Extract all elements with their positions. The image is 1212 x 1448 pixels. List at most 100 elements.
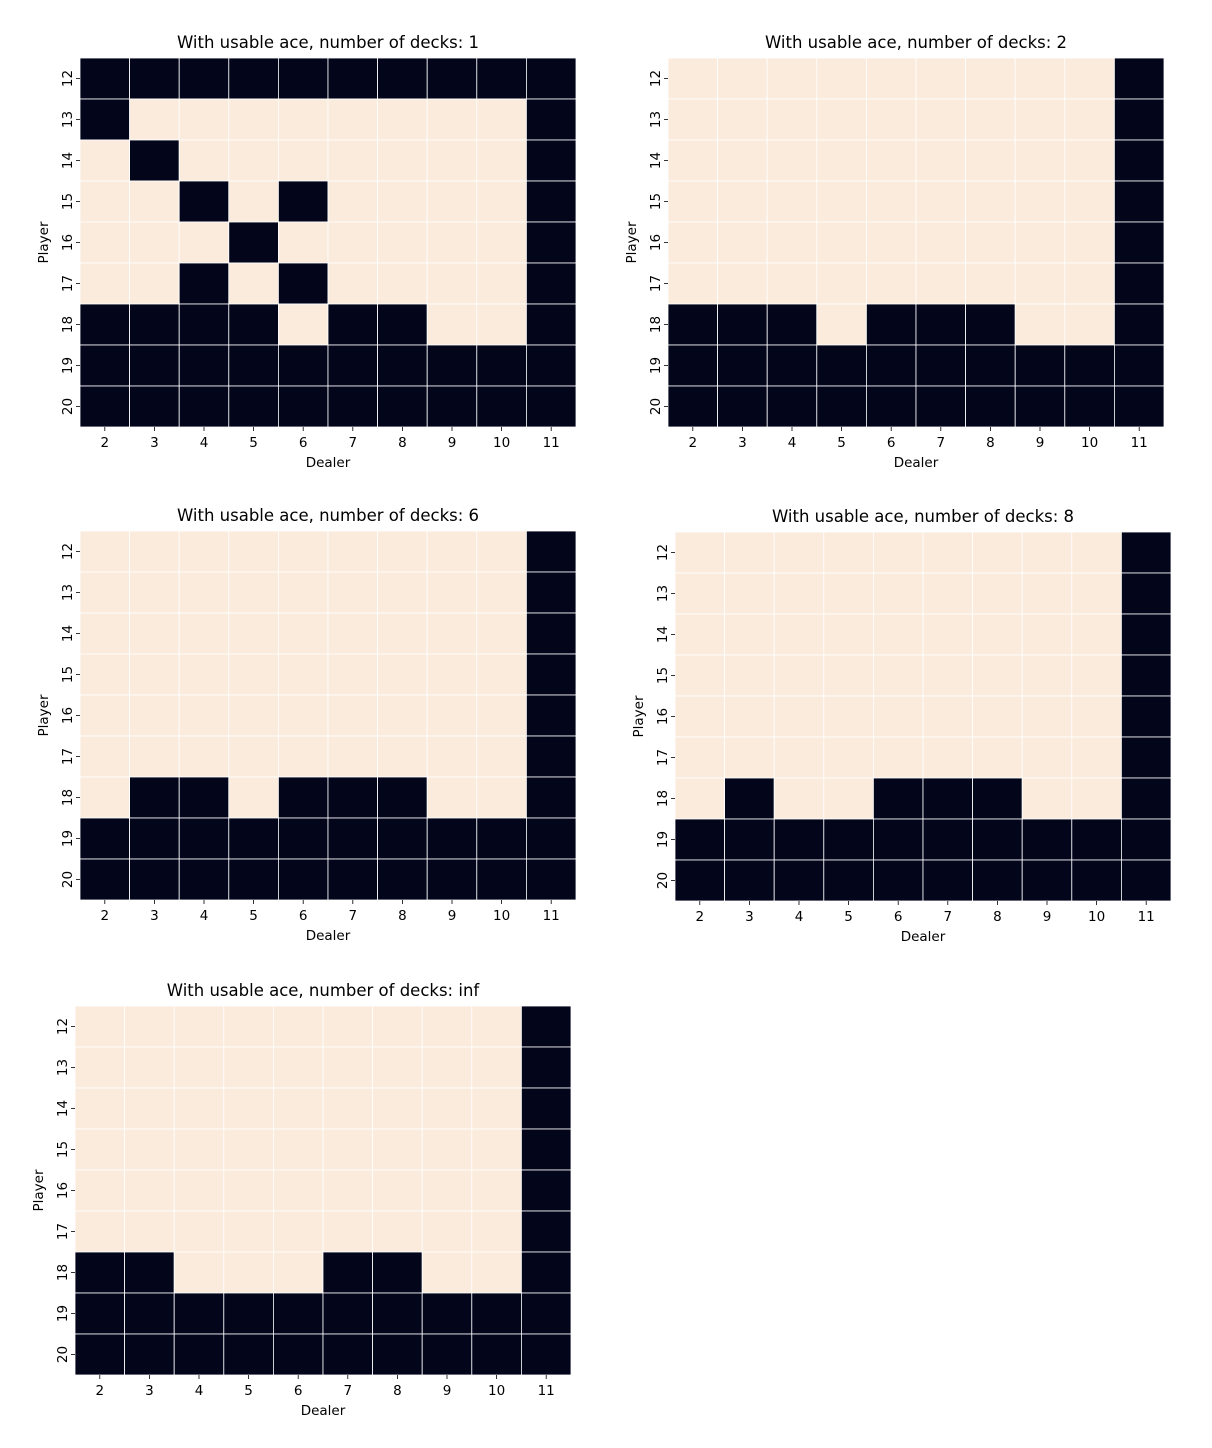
x-tick-label: 10 [493, 908, 510, 924]
heatmap-cell [327, 735, 378, 778]
heatmap-cell [471, 1292, 522, 1335]
x-axis-label: Dealer [306, 928, 351, 944]
heatmap-cell [674, 818, 725, 861]
heatmap-cell [124, 1333, 175, 1376]
heatmap-cell [965, 180, 1016, 223]
heatmap-cell [1014, 57, 1066, 100]
heatmap-cell [873, 531, 924, 574]
x-tick-label: 8 [393, 1383, 402, 1399]
x-axis-label: Dealer [894, 455, 939, 471]
heatmap-cell [922, 531, 973, 574]
x-tick-label: 4 [200, 435, 209, 451]
heatmap-cell [766, 303, 818, 346]
y-tick-label: 15 [648, 193, 664, 210]
heatmap-cell [816, 180, 867, 223]
heatmap-cell [816, 262, 867, 305]
heatmap-panel-decks-8: With usable ace, number of decks: 8 2 3 4 5 6… [631, 507, 1172, 945]
heatmap-cell [471, 1169, 522, 1212]
heatmap-cell [521, 1128, 572, 1171]
y-tick-label: 18 [55, 1264, 71, 1281]
y-tick-label: 12 [648, 70, 664, 87]
heatmap-cell [667, 385, 718, 428]
heatmap-cell [322, 1169, 373, 1212]
heatmap-cell [178, 694, 230, 737]
heatmap-cell [526, 530, 577, 573]
heatmap-cell [322, 1292, 373, 1335]
heatmap-cell [277, 180, 329, 223]
heatmap-cell [1121, 572, 1172, 615]
x-tick-label: 5 [249, 435, 258, 451]
heatmap-cell [717, 221, 768, 264]
heatmap-cell [327, 776, 378, 819]
x-tick-label: 4 [795, 909, 804, 925]
heatmap-cell [471, 1087, 522, 1130]
y-tick-label: 15 [55, 1141, 71, 1158]
heatmap-cell [426, 180, 478, 223]
heatmap-cell [426, 303, 478, 346]
heatmap-cell [1021, 613, 1073, 656]
heatmap-cell [866, 303, 917, 346]
heatmap-cell [223, 1005, 274, 1048]
heatmap-cell [124, 1087, 175, 1130]
x-tick-label: 2 [96, 1383, 105, 1399]
heatmap-cell [1071, 613, 1122, 656]
heatmap-cell [223, 1251, 274, 1294]
y-tick-label: 12 [60, 543, 76, 560]
heatmap-cell [674, 531, 725, 574]
heatmap-cell [873, 654, 924, 697]
heatmap-cell [1014, 221, 1066, 264]
heatmap-cell [377, 385, 428, 428]
heatmap-cell [426, 858, 478, 901]
heatmap-cell [866, 262, 917, 305]
heatmap-cell [717, 303, 768, 346]
heatmap-cell [124, 1046, 175, 1089]
x-tick-label: 7 [344, 1383, 353, 1399]
heatmap-cell [526, 735, 577, 778]
heatmap-cell [965, 57, 1016, 100]
heatmap-cell [965, 344, 1016, 387]
x-axis-label: Dealer [306, 455, 351, 471]
heatmap-cell [228, 694, 279, 737]
heatmap-cell [79, 262, 130, 305]
heatmap-cell [74, 1005, 125, 1048]
heatmap-cell [228, 139, 279, 182]
heatmap-cell [1064, 385, 1115, 428]
y-tick-label: 16 [655, 708, 671, 725]
heatmap-cell [129, 98, 180, 141]
heatmap-cell [1114, 98, 1165, 141]
heatmap-cell [873, 736, 924, 779]
y-tick-label: 13 [60, 584, 76, 601]
heatmap-cell [866, 98, 917, 141]
heatmap-cell [965, 139, 1016, 182]
y-axis-label: Player [31, 1169, 47, 1211]
y-tick-label: 16 [55, 1182, 71, 1199]
y-tick-label: 18 [648, 316, 664, 333]
heatmap-cell [724, 654, 775, 697]
heatmap-cell [766, 385, 818, 428]
heatmap-cell [277, 262, 329, 305]
heatmap-cell [372, 1087, 423, 1130]
y-tick-label: 14 [55, 1100, 71, 1117]
heatmap-cell [526, 571, 577, 614]
heatmap-cell [79, 98, 130, 141]
heatmap-cell [1071, 654, 1122, 697]
heatmap-cell [327, 817, 378, 860]
y-tick-label: 16 [60, 234, 76, 251]
heatmap-cell [667, 303, 718, 346]
heatmap-cell [674, 695, 725, 738]
heatmap-cell [272, 1005, 324, 1048]
heatmap-cell [1071, 531, 1122, 574]
heatmap-cell [717, 139, 768, 182]
heatmap-cell [873, 859, 924, 902]
heatmap-cell [476, 98, 527, 141]
heatmap-cell [717, 180, 768, 223]
heatmap-cell [476, 653, 527, 696]
heatmap-cell [377, 530, 428, 573]
heatmap-cell [1114, 303, 1165, 346]
heatmap-cell [1121, 531, 1172, 574]
x-tick-label: 8 [398, 908, 407, 924]
x-tick-label: 6 [299, 435, 308, 451]
y-tick-label: 20 [60, 398, 76, 415]
heatmap-cell [724, 818, 775, 861]
